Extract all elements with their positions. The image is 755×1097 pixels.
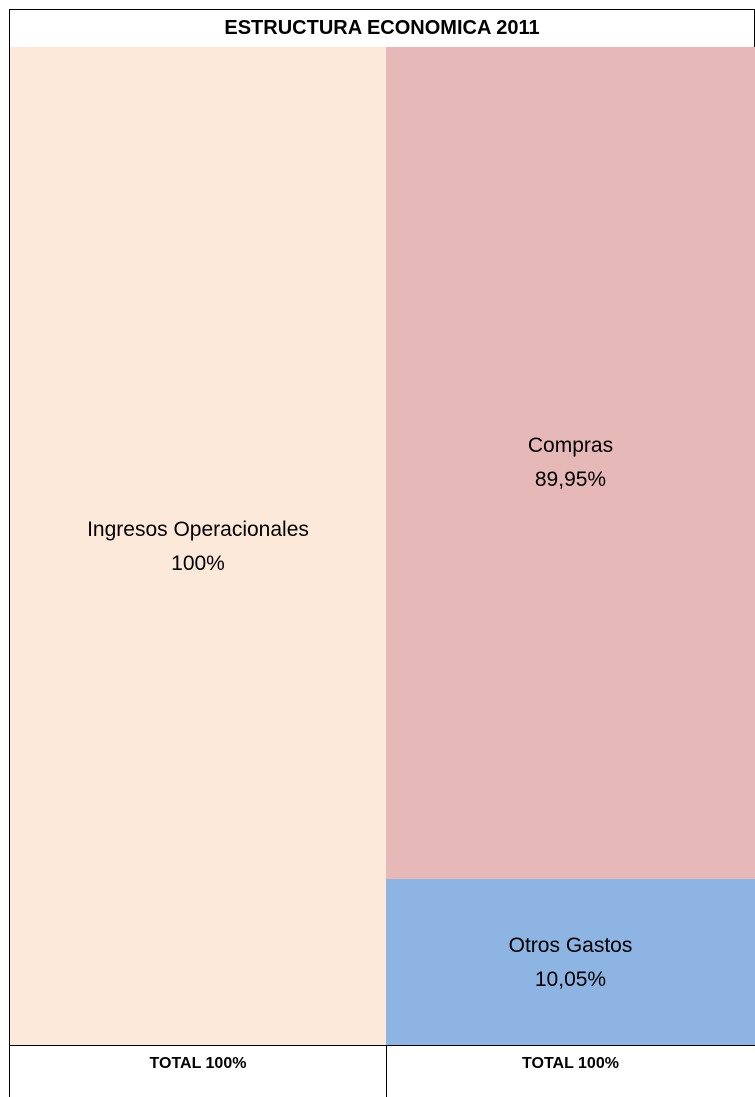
- block-label: Ingresos Operacionales: [87, 517, 309, 541]
- title: ESTRUCTURA ECONOMICA 2011: [9, 9, 755, 48]
- compras-block: Compras 89,95%: [386, 47, 755, 880]
- border-line: [386, 1045, 387, 1097]
- total: TOTAL 100%: [9, 1045, 387, 1082]
- block-value: 89,95%: [534, 468, 607, 491]
- otros-block: Otros Gastos 10,05%: [386, 879, 755, 1046]
- block-value: 100%: [171, 551, 225, 575]
- total: TOTAL 100%: [386, 1045, 755, 1082]
- block-label: Otros Gastos: [508, 933, 633, 957]
- border-line: [9, 1045, 10, 1097]
- ingresos-block: Ingresos Operacionales 100%: [9, 47, 387, 1046]
- block-value: 10,05%: [534, 967, 607, 991]
- block-label: Compras: [527, 434, 614, 457]
